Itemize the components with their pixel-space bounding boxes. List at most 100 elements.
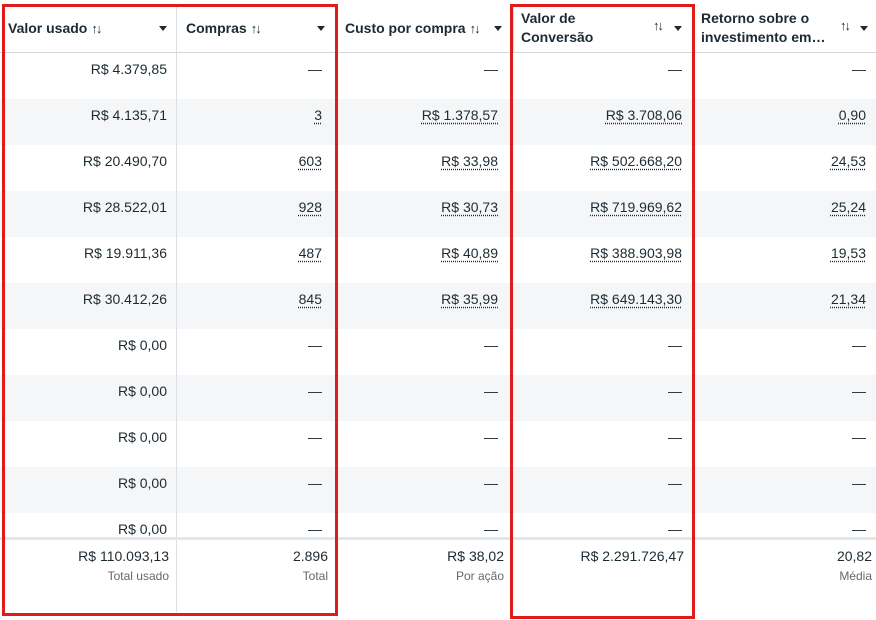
total-retorno-caption: Média — [839, 569, 872, 583]
totals-divider — [0, 537, 876, 540]
metric-link[interactable]: 603 — [298, 153, 322, 169]
cell-valor-conversao: R$ 719.969,62 — [513, 191, 682, 237]
cell-retorno: 25,24 — [693, 191, 866, 237]
metric-link[interactable]: 19,53 — [830, 245, 866, 261]
metric-value: R$ 4.135,71 — [90, 107, 167, 123]
total-valor-conversao: R$ 2.291.726,47 — [580, 548, 684, 564]
cell-retorno: — — [693, 513, 866, 559]
cell-custo: R$ 40,89 — [337, 237, 498, 283]
header-label: Valor usado — [8, 19, 88, 36]
metric-link[interactable]: R$ 649.143,30 — [590, 291, 682, 307]
cell-retorno: 21,34 — [693, 283, 866, 329]
metric-link[interactable]: R$ 719.969,62 — [590, 199, 682, 215]
metric-link[interactable]: 3 — [314, 107, 322, 123]
empty-value: — — [308, 521, 322, 537]
metric-link[interactable]: 487 — [298, 245, 322, 261]
table-row: R$ 0,00 — — — — — [0, 421, 876, 467]
cell-retorno: 19,53 — [693, 237, 866, 283]
metric-value: R$ 4.379,85 — [90, 61, 167, 77]
cell-valor-usado: R$ 20.490,70 — [0, 145, 167, 191]
caret-down-icon[interactable] — [159, 26, 167, 31]
caret-down-icon[interactable] — [674, 26, 682, 31]
empty-value: — — [852, 383, 866, 399]
header-valor-de-conversao[interactable]: Valor de Conversão ↑↓ — [513, 4, 693, 52]
cell-valor-usado: R$ 0,00 — [0, 375, 167, 421]
metric-link[interactable]: R$ 3.708,06 — [605, 107, 682, 123]
sort-arrows-icon[interactable]: ↑↓ — [91, 20, 102, 36]
empty-value: — — [484, 521, 498, 537]
caret-down-icon[interactable] — [317, 26, 325, 31]
caret-down-icon[interactable] — [860, 26, 868, 31]
cell-custo: — — [337, 329, 498, 375]
empty-value: — — [484, 61, 498, 77]
cell-valor-conversao: R$ 502.668,20 — [513, 145, 682, 191]
metric-link[interactable]: 0,90 — [838, 107, 866, 123]
metric-link[interactable]: 928 — [298, 199, 322, 215]
header-label-line1: Valor de — [521, 10, 576, 26]
cell-valor-conversao: — — [513, 53, 682, 99]
metric-link[interactable]: 24,53 — [830, 153, 866, 169]
table-row: R$ 0,00 — — — — — [0, 467, 876, 513]
column-divider — [513, 4, 514, 52]
metric-value: R$ 28.522,01 — [82, 199, 167, 215]
sort-arrows-icon[interactable]: ↑↓ — [250, 20, 262, 36]
sort-arrows-icon[interactable]: ↑↓ — [653, 18, 664, 33]
cell-compras: 603 — [178, 145, 322, 191]
empty-value: — — [852, 429, 866, 445]
empty-value: — — [668, 61, 682, 77]
cell-compras: — — [178, 421, 322, 467]
cell-valor-conversao: — — [513, 467, 682, 513]
cell-compras: — — [178, 513, 322, 559]
empty-value: — — [852, 475, 866, 491]
table-row: R$ 20.490,70 603 R$ 33,98 R$ 502.668,20 24,5… — [0, 145, 876, 191]
cell-custo: R$ 1.378,57 — [337, 99, 498, 145]
metric-value: R$ 20.490,70 — [82, 153, 167, 169]
column-divider — [693, 4, 694, 52]
metric-link[interactable]: R$ 30,73 — [441, 199, 498, 215]
empty-value: — — [308, 337, 322, 353]
metric-link[interactable]: R$ 35,99 — [441, 291, 498, 307]
metric-link[interactable]: 21,34 — [830, 291, 866, 307]
cell-valor-conversao: R$ 388.903,98 — [513, 237, 682, 283]
sort-arrows-icon[interactable]: ↑↓ — [469, 20, 481, 36]
metric-link[interactable]: R$ 33,98 — [441, 153, 498, 169]
metric-link[interactable]: R$ 1.378,57 — [421, 107, 498, 123]
empty-value: — — [852, 61, 866, 77]
header-label: Compras — [186, 19, 247, 36]
total-custo: R$ 38,02 — [447, 548, 504, 564]
metric-link[interactable]: R$ 388.903,98 — [590, 245, 682, 261]
metric-link[interactable]: R$ 502.668,20 — [590, 153, 682, 169]
total-valor-usado-caption: Total usado — [107, 569, 169, 583]
cell-valor-conversao: — — [513, 513, 682, 559]
header-compras[interactable]: Compras ↑↓ — [178, 4, 336, 52]
cell-retorno: 0,90 — [693, 99, 866, 145]
empty-value: — — [484, 429, 498, 445]
table-row: R$ 0,00 — — — — — [0, 513, 876, 559]
cell-compras: — — [178, 467, 322, 513]
metric-link[interactable]: 25,24 — [830, 199, 866, 215]
header-valor-usado[interactable]: Valor usado ↑↓ — [0, 4, 176, 52]
empty-value: — — [668, 337, 682, 353]
cell-valor-usado: R$ 30.412,26 — [0, 283, 167, 329]
cell-valor-conversao: — — [513, 329, 682, 375]
cell-compras: 928 — [178, 191, 322, 237]
empty-value: — — [668, 475, 682, 491]
table-row: R$ 0,00 — — — — — [0, 329, 876, 375]
table-row: R$ 28.522,01 928 R$ 30,73 R$ 719.969,62 25,2… — [0, 191, 876, 237]
sort-arrows-icon[interactable]: ↑↓ — [840, 18, 851, 33]
empty-value: — — [308, 383, 322, 399]
cell-compras: — — [178, 375, 322, 421]
metric-link[interactable]: 845 — [298, 291, 322, 307]
cell-valor-usado: R$ 4.135,71 — [0, 99, 167, 145]
caret-down-icon[interactable] — [494, 26, 502, 31]
cell-compras: 3 — [178, 99, 322, 145]
cell-valor-usado: R$ 0,00 — [0, 421, 167, 467]
cell-valor-usado: R$ 19.911,36 — [0, 237, 167, 283]
total-valor-usado: R$ 110.093,13 — [78, 548, 169, 564]
header-custo-por-compra[interactable]: Custo por compra ↑↓ — [337, 4, 513, 52]
cell-retorno: — — [693, 467, 866, 513]
metric-link[interactable]: R$ 40,89 — [441, 245, 498, 261]
header-label: Retorno sobre o investimento em… — [701, 9, 831, 47]
header-label-line2: investimento em… — [701, 29, 826, 45]
header-retorno-investimento[interactable]: Retorno sobre o investimento em… ↑↓ — [693, 4, 876, 52]
